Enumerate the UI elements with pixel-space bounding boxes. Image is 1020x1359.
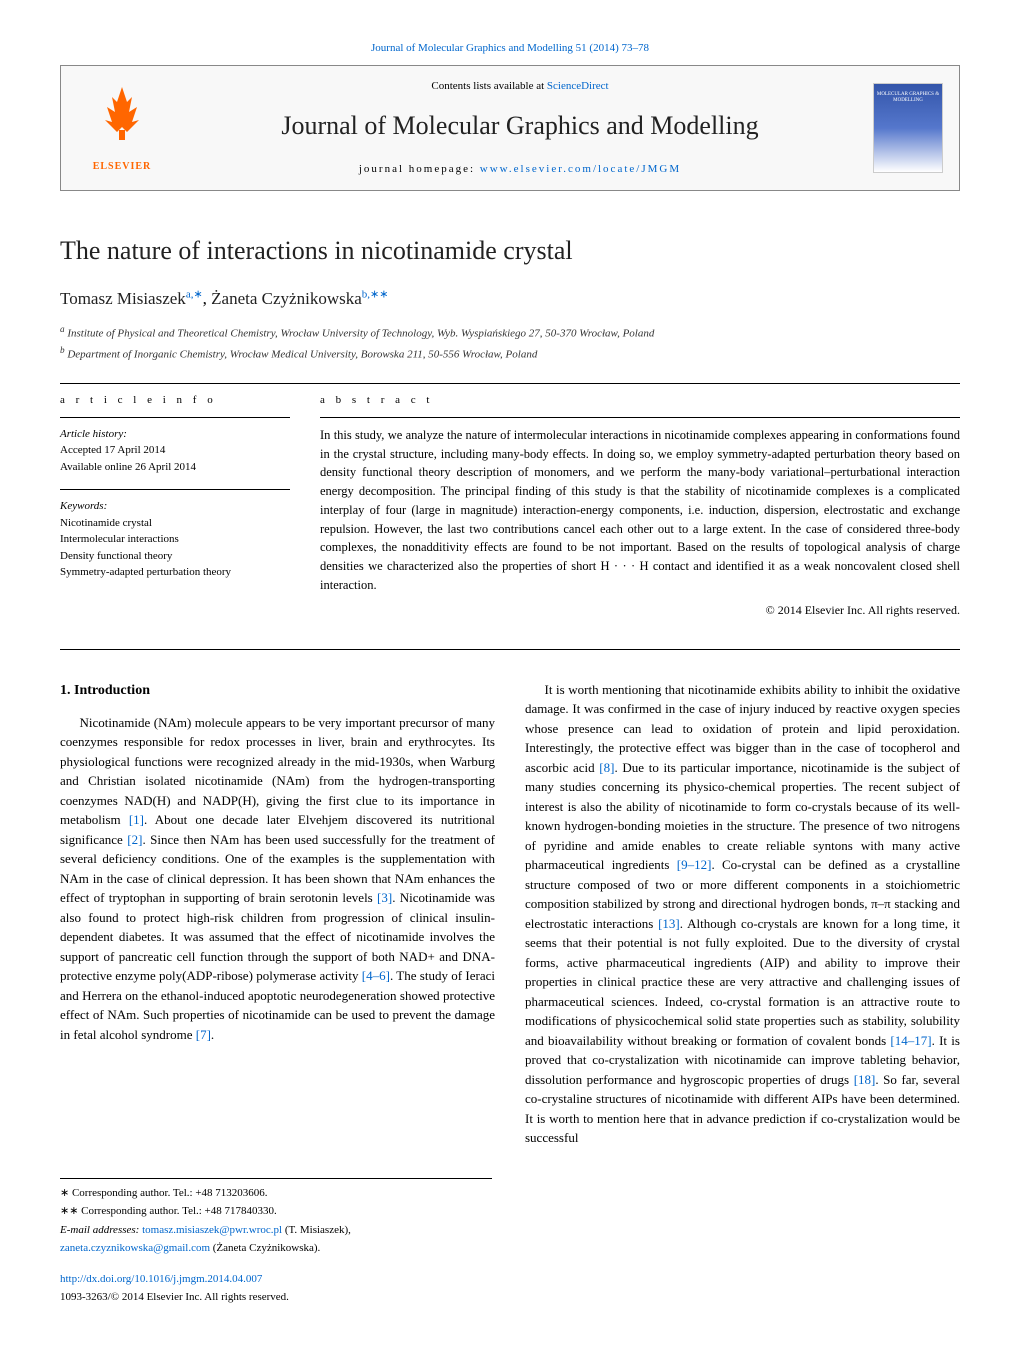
email-label: E-mail addresses: xyxy=(60,1224,142,1236)
email-line: E-mail addresses: tomasz.misiaszek@pwr.w… xyxy=(60,1222,492,1239)
email-line-2: zaneta.czyznikowska@gmail.com (Żaneta Cz… xyxy=(60,1240,492,1257)
journal-title: Journal of Molecular Graphics and Modell… xyxy=(187,106,853,145)
body-columns: 1. Introduction Nicotinamide (NAm) molec… xyxy=(60,680,960,1148)
keywords-label: Keywords: xyxy=(60,498,290,515)
rule-top xyxy=(60,383,960,384)
cover-text: MOLECULAR GRAPHICS & MODELLING xyxy=(874,84,942,104)
doi-link[interactable]: http://dx.doi.org/10.1016/j.jmgm.2014.04… xyxy=(60,1273,262,1285)
keyword-1: Nicotinamide crystal xyxy=(60,515,290,532)
history-label: Article history: xyxy=(60,426,290,443)
article-info-heading: a r t i c l e i n f o xyxy=(60,392,290,409)
keyword-3: Density functional theory xyxy=(60,548,290,565)
affil-a-sup: a xyxy=(60,324,65,334)
homepage-prefix: journal homepage: xyxy=(359,163,480,175)
journal-header: ELSEVIER Contents lists available at Sci… xyxy=(60,65,960,191)
article-title: The nature of interactions in nicotinami… xyxy=(60,231,960,270)
rule-info-2 xyxy=(60,489,290,490)
affil-b-sup: b xyxy=(60,345,65,355)
issn-line: 1093-3263/© 2014 Elsevier Inc. All right… xyxy=(60,1289,492,1306)
homepage-line: journal homepage: www.elsevier.com/locat… xyxy=(187,161,853,178)
corresponding-1: ∗ Corresponding author. Tel.: +48 713203… xyxy=(60,1185,492,1202)
keyword-2: Intermolecular interactions xyxy=(60,531,290,548)
elsevier-tree-icon xyxy=(97,82,147,159)
authors-line: Tomasz Misiaszeka,∗, Żaneta Czyżnikowska… xyxy=(60,286,960,312)
keywords-block: Keywords: Nicotinamide crystal Intermole… xyxy=(60,498,290,581)
footnotes: ∗ Corresponding author. Tel.: +48 713203… xyxy=(60,1178,492,1306)
author-2-sup[interactable]: b,∗∗ xyxy=(362,288,389,300)
email-1-link[interactable]: tomasz.misiaszek@pwr.wroc.pl xyxy=(142,1224,282,1236)
rule-info-1 xyxy=(60,417,290,418)
article-info-column: a r t i c l e i n f o Article history: A… xyxy=(60,392,290,618)
abstract-heading: a b s t r a c t xyxy=(320,392,960,409)
body-column-right: It is worth mentioning that nicotinamide… xyxy=(525,680,960,1148)
affil-a-text: Institute of Physical and Theoretical Ch… xyxy=(67,328,654,340)
contents-prefix: Contents lists available at xyxy=(431,80,546,92)
email-2-link[interactable]: zaneta.czyznikowska@gmail.com xyxy=(60,1242,210,1254)
affiliations: a Institute of Physical and Theoretical … xyxy=(60,323,960,363)
intro-paragraph-right: It is worth mentioning that nicotinamide… xyxy=(525,680,960,1148)
author-2-name: Żaneta Czyżnikowska xyxy=(211,289,362,308)
sciencedirect-link[interactable]: ScienceDirect xyxy=(547,80,609,92)
journal-cover-thumbnail: MOLECULAR GRAPHICS & MODELLING xyxy=(873,83,943,173)
rule-bottom xyxy=(60,649,960,650)
abstract-column: a b s t r a c t In this study, we analyz… xyxy=(320,392,960,618)
author-1-name: Tomasz Misiaszek xyxy=(60,289,186,308)
rule-abstract xyxy=(320,417,960,418)
abstract-text: In this study, we analyze the nature of … xyxy=(320,426,960,595)
affiliation-b: b Department of Inorganic Chemistry, Wro… xyxy=(60,344,960,363)
keyword-4: Symmetry-adapted perturbation theory xyxy=(60,564,290,581)
article-history: Article history: Accepted 17 April 2014 … xyxy=(60,426,290,476)
doi-block: http://dx.doi.org/10.1016/j.jmgm.2014.04… xyxy=(60,1271,492,1306)
accepted-date: Accepted 17 April 2014 xyxy=(60,442,290,459)
journal-reference: Journal of Molecular Graphics and Modell… xyxy=(60,40,960,57)
email-2-name: (Żaneta Czyżnikowska). xyxy=(210,1242,320,1254)
homepage-link[interactable]: www.elsevier.com/locate/JMGM xyxy=(480,163,681,175)
section-1-heading: 1. Introduction xyxy=(60,680,495,701)
copyright-line: © 2014 Elsevier Inc. All rights reserved… xyxy=(320,601,960,619)
elsevier-text: ELSEVIER xyxy=(93,159,152,174)
keywords-list: Nicotinamide crystal Intermolecular inte… xyxy=(60,515,290,581)
email-1-name: (T. Misiaszek), xyxy=(282,1224,351,1236)
affil-b-text: Department of Inorganic Chemistry, Wrocł… xyxy=(67,349,537,361)
contents-line: Contents lists available at ScienceDirec… xyxy=(187,78,853,95)
intro-paragraph-left: Nicotinamide (NAm) molecule appears to b… xyxy=(60,713,495,1045)
corresponding-2: ∗∗ Corresponding author. Tel.: +48 71784… xyxy=(60,1203,492,1220)
elsevier-logo: ELSEVIER xyxy=(77,78,167,178)
online-date: Available online 26 April 2014 xyxy=(60,459,290,476)
affiliation-a: a Institute of Physical and Theoretical … xyxy=(60,323,960,342)
info-abstract-row: a r t i c l e i n f o Article history: A… xyxy=(60,392,960,618)
author-1-sup[interactable]: a,∗ xyxy=(186,288,203,300)
body-column-left: 1. Introduction Nicotinamide (NAm) molec… xyxy=(60,680,495,1148)
header-center: Contents lists available at ScienceDirec… xyxy=(187,78,853,178)
